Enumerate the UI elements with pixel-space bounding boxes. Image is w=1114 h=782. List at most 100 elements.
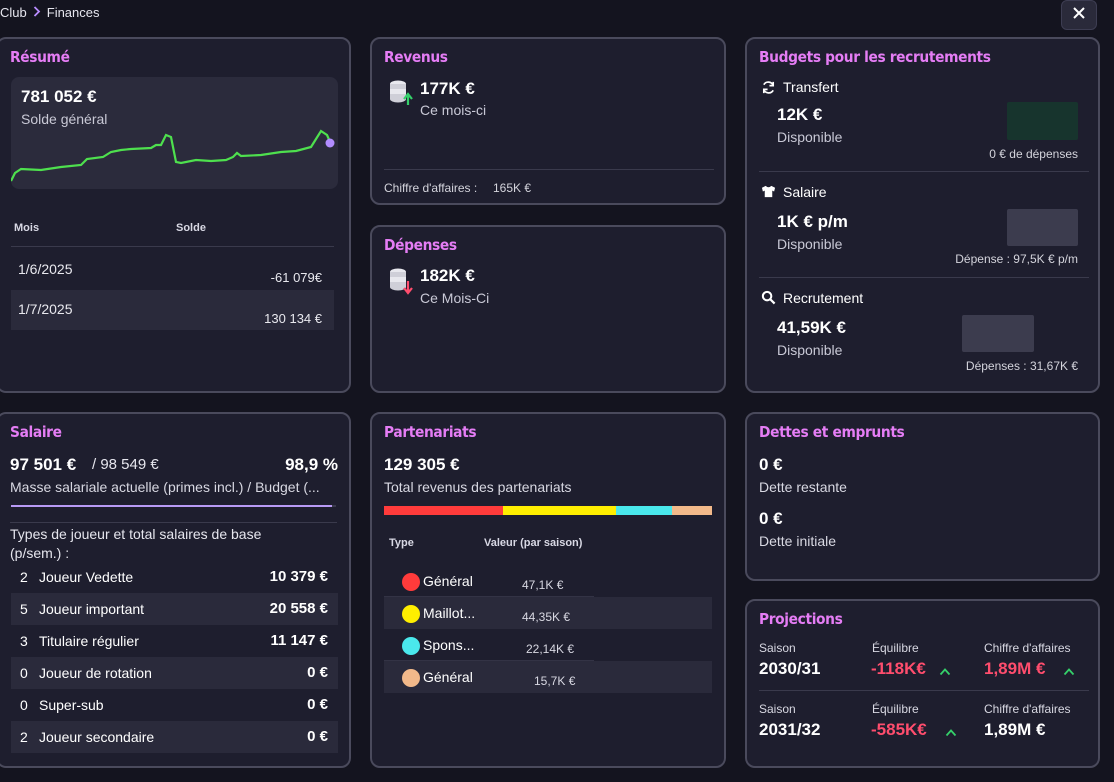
resume-card: Résumé 781 052 € Solde général Mois Sold… <box>0 37 351 393</box>
depenses-period: Ce Mois-Ci <box>420 290 490 306</box>
breadcrumb: Club Finances <box>0 5 100 20</box>
revenus-period: Ce mois-ci <box>420 102 487 118</box>
chart-endpoint <box>325 138 335 148</box>
salary-budget-note: Dépense : 97,5K € p/m <box>955 252 1078 266</box>
projections-card: Projections Saison Équilibre Chiffre d'a… <box>745 599 1100 768</box>
coins-down-icon <box>388 267 414 300</box>
depenses-value: 182K € <box>420 266 475 285</box>
salary-budget-status: Disponible <box>777 236 843 252</box>
partner-dot <box>402 637 420 655</box>
salary-spend-bar <box>1007 209 1078 246</box>
row-balance: -61 079€ <box>270 270 322 285</box>
turnover-value: 165K € <box>493 181 532 195</box>
wage-caption: Masse salariale actuelle (primes incl.) … <box>10 479 320 495</box>
salaire-card: Salaire 97 501 € / 98 549 € 98,9 % Masse… <box>0 412 351 768</box>
partnership-total: 129 305 € <box>384 455 460 474</box>
partenariats-card: Partenariats 129 305 € Total revenus des… <box>370 412 726 768</box>
transfer-label: Transfert <box>783 79 839 95</box>
table-row: Général 47,1K € <box>384 565 594 597</box>
close-button[interactable] <box>1061 0 1097 30</box>
balance-value: 781 052 € <box>21 87 97 106</box>
row-month: 1/7/2025 <box>18 301 73 317</box>
balance-chart: 781 052 € Solde général <box>11 77 338 189</box>
dettes-title: Dettes et emprunts <box>759 423 905 441</box>
debt-initial-label: Dette initiale <box>759 533 837 549</box>
depenses-card: Dépenses 182K € Ce Mois-Ci <box>370 225 726 393</box>
recruitment-value: 41,59K € <box>777 318 846 337</box>
table-row: Général 15,7K € <box>384 661 712 693</box>
partner-dot <box>402 669 420 687</box>
share-segment <box>615 506 672 515</box>
balance-label: Solde général <box>21 111 108 127</box>
depenses-title: Dépenses <box>384 236 457 254</box>
table-row: 0 Joueur de rotation 0 € <box>11 657 338 689</box>
refresh-icon <box>761 80 776 100</box>
chevron-up-icon <box>939 663 951 681</box>
row-month: 1/6/2025 <box>18 261 73 277</box>
balance-line <box>11 129 335 182</box>
transfer-status: Disponible <box>777 129 843 145</box>
partner-dot <box>402 573 420 591</box>
partnership-total-label: Total revenus des partenariats <box>384 479 572 495</box>
season-value: 2031/32 <box>759 720 821 739</box>
type-header: Type <box>389 537 414 549</box>
types-title: Types de joueur et total salaires de bas… <box>10 526 262 561</box>
shirt-icon <box>761 184 776 204</box>
chevron-right-icon <box>33 5 41 20</box>
table-row: 2 Joueur Vedette 10 379 € <box>20 568 328 585</box>
share-segment <box>671 506 712 515</box>
chevron-up-icon <box>1063 663 1075 681</box>
table-row: Spons... 22,14K € <box>384 629 594 661</box>
debt-initial: 0 € <box>759 509 783 528</box>
share-segment <box>384 506 504 515</box>
turnover-value: 1,89M € <box>984 720 1046 739</box>
revenus-card: Revenus 177K € Ce mois-ci Chiffre d'affa… <box>370 37 726 205</box>
close-icon <box>1073 6 1085 24</box>
revenus-title: Revenus <box>384 48 448 66</box>
budgets-card: Budgets pour les recrutements Transfert … <box>745 37 1100 393</box>
table-row: 3 Titulaire régulier 11 147 € <box>20 632 328 649</box>
balance-header: Solde <box>176 222 206 234</box>
chevron-up-icon <box>945 724 957 742</box>
table-row: 2 Joueur secondaire 0 € <box>11 721 338 753</box>
recruitment-note: Dépenses : 31,67K € <box>965 359 1078 373</box>
salary-budget-value: 1K € p/m <box>777 212 848 231</box>
balance-value: -585K€ <box>871 720 927 739</box>
wage-progress-bar <box>11 505 336 507</box>
debt-remaining-label: Dette restante <box>759 479 847 495</box>
search-icon <box>761 290 776 310</box>
table-row: Maillot... 44,35K € <box>384 597 712 629</box>
salary-budget-label: Salaire <box>783 184 827 200</box>
balance-value: -118K€ <box>871 659 926 678</box>
resume-title: Résumé <box>10 48 70 66</box>
partnership-share-bar <box>384 506 712 515</box>
debt-remaining: 0 € <box>759 455 783 474</box>
table-row: 1/6/2025 -61 079€ <box>11 251 334 291</box>
turnover-value: 1,89M € <box>984 659 1046 678</box>
turnover-label: Chiffre d'affaires : <box>384 181 478 195</box>
dettes-card: Dettes et emprunts 0 € Dette restante 0 … <box>745 412 1100 581</box>
recruitment-spend-bar <box>962 315 1034 352</box>
table-row: 5 Joueur important 20 558 € <box>11 593 338 625</box>
budgets-title: Budgets pour les recrutements <box>759 48 991 66</box>
recruitment-label: Recrutement <box>783 290 864 306</box>
partner-dot <box>402 605 420 623</box>
transfer-spend-bar <box>1007 102 1078 140</box>
season-value: 2030/31 <box>759 659 821 678</box>
wage-progress-fill <box>11 505 333 507</box>
salaire-title: Salaire <box>10 423 62 441</box>
revenus-value: 177K € <box>420 79 475 98</box>
partenariats-title: Partenariats <box>384 423 477 441</box>
recruitment-status: Disponible <box>777 342 843 358</box>
transfer-value: 12K € <box>777 105 823 124</box>
table-row: 0 Super-sub 0 € <box>20 696 328 713</box>
breadcrumb-club[interactable]: Club <box>0 5 27 20</box>
breadcrumb-current: Finances <box>46 5 100 20</box>
wage-current: 97 501 € <box>10 455 77 474</box>
share-segment <box>503 506 616 515</box>
transfer-note: 0 € de dépenses <box>989 147 1078 161</box>
wage-percent: 98,9 % <box>285 455 338 474</box>
value-header: Valeur (par saison) <box>484 537 583 549</box>
coins-up-icon <box>388 79 414 112</box>
wage-budget: / 98 549 € <box>92 456 159 473</box>
